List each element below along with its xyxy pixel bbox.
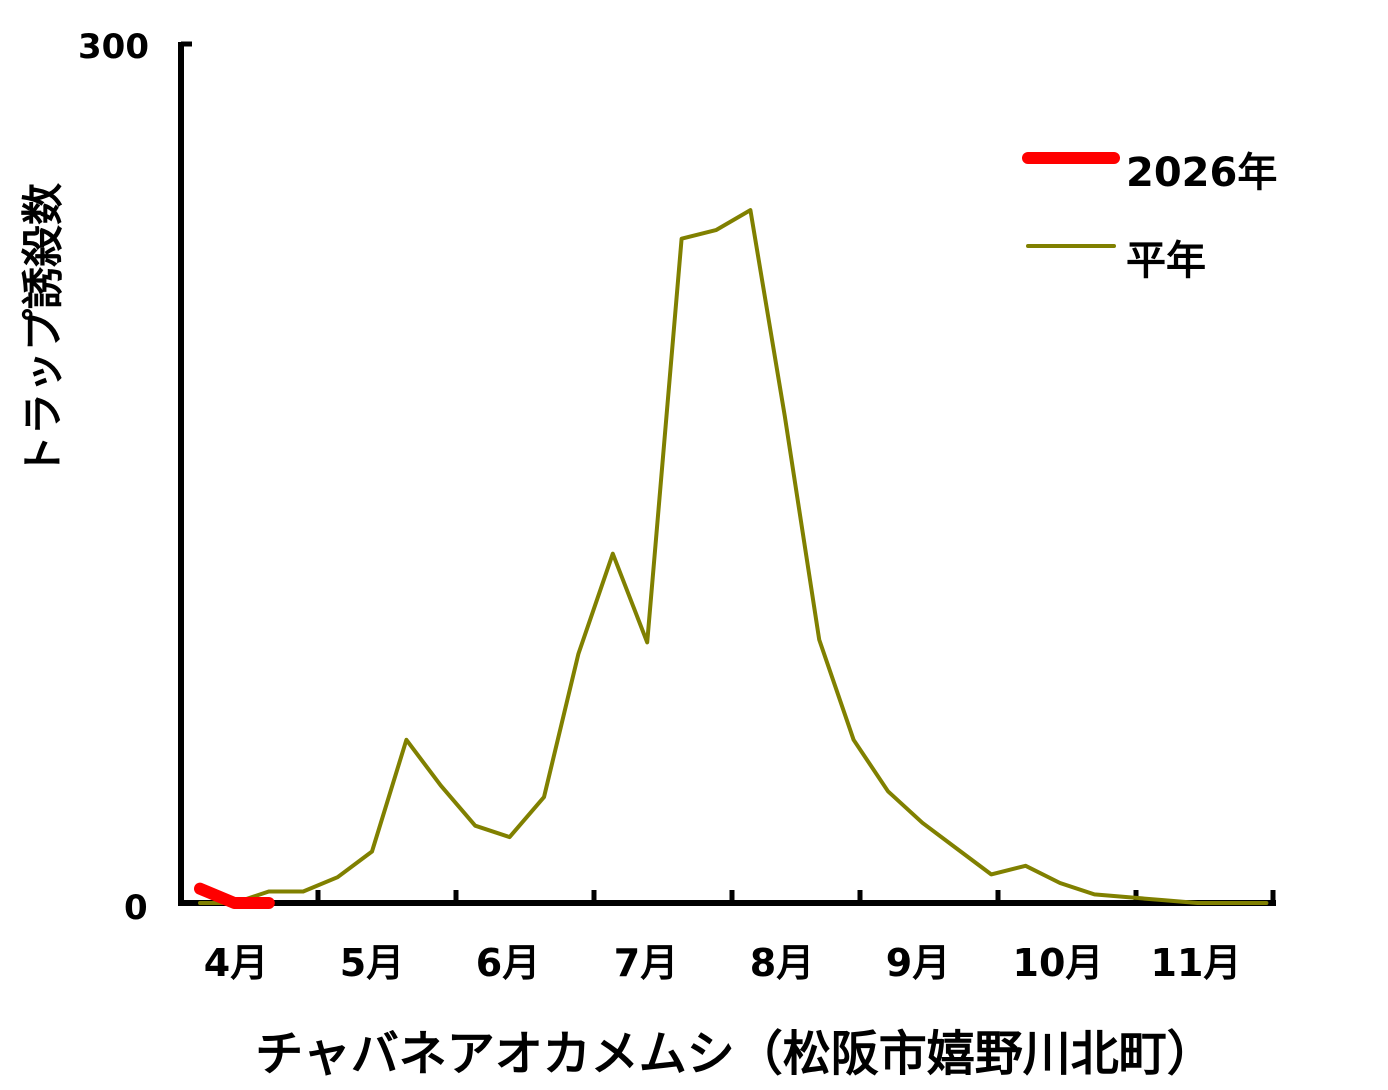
legend xyxy=(1022,152,1120,248)
x-tick-label: 7月 xyxy=(613,941,679,985)
y-tick-label-max: 300 xyxy=(78,27,149,67)
x-tick-label: 6月 xyxy=(475,941,541,985)
x-axis-label: チャバネアオカメムシ（松阪市嬉野川北町） xyxy=(255,1026,1215,1082)
x-tick-label: 4月 xyxy=(203,941,269,985)
chart-axes xyxy=(178,41,1276,906)
y-axis-label: トラップ誘殺数 xyxy=(18,182,68,478)
x-tick-label: 9月 xyxy=(885,941,951,985)
x-tick-label: 5月 xyxy=(339,941,405,985)
legend-label-normal-year: 平年 xyxy=(1126,238,1206,284)
x-tick-label: 10月 xyxy=(1012,941,1104,985)
x-tick-label: 8月 xyxy=(749,941,815,985)
plot-area xyxy=(194,208,1269,909)
series-line-2026 xyxy=(194,882,275,909)
x-tick-marks xyxy=(315,890,1276,903)
y-tick-label-min: 0 xyxy=(124,888,148,928)
series-line-normal-year xyxy=(198,208,1269,905)
x-tick-label: 11月 xyxy=(1150,941,1242,985)
legend-label-2026: 2026年 xyxy=(1126,150,1278,196)
